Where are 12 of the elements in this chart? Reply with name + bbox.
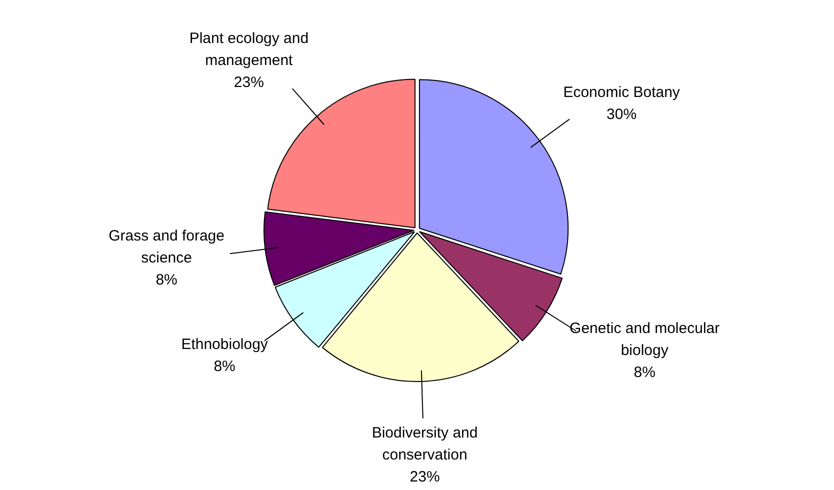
slice-label: Ethnobiology [181,336,268,354]
data-label: 8% [214,358,236,376]
data-label: 8% [634,364,656,381]
data-label: 8% [156,271,178,288]
data-label: 23% [234,74,264,91]
slice-label: Grass and forage science [108,227,224,266]
slice-label: Economic Botany [563,84,680,102]
slice-label: Biodiversity and conservation [372,424,478,464]
data-label: 30% [606,106,637,124]
data-label: 23% [410,468,440,486]
slice-label: Genetic and molecular biology [570,320,720,359]
slice-label: Plant ecology and management [189,30,309,69]
